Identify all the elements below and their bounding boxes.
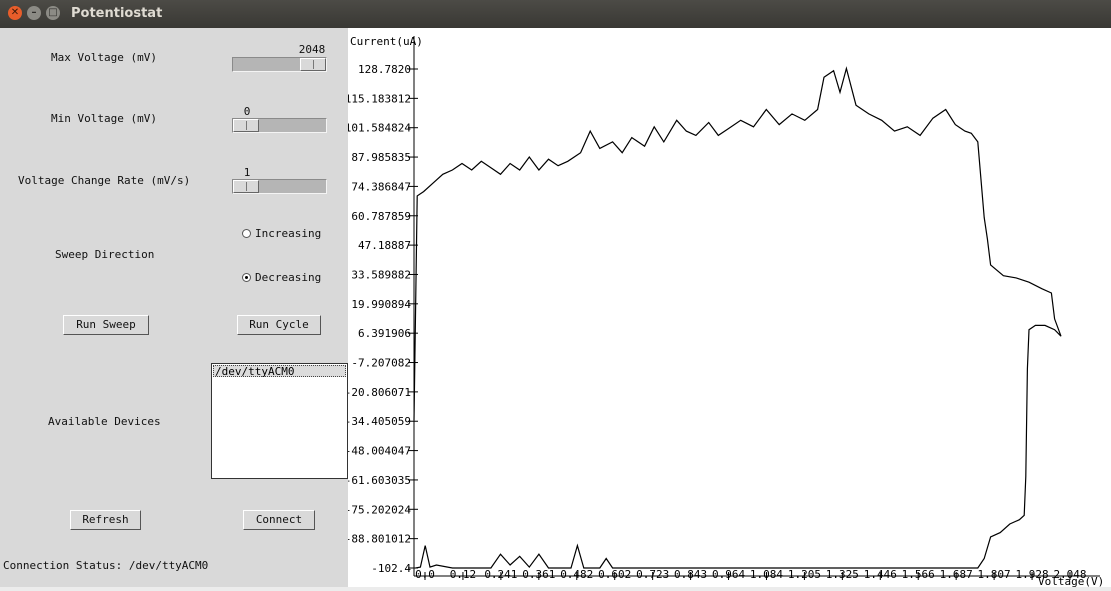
x-tick-label: 0.241 — [484, 568, 517, 581]
rate-label: Voltage Change Rate (mV/s) — [18, 174, 191, 187]
x-tick-label: 2.048 — [1053, 568, 1086, 581]
refresh-button[interactable]: Refresh — [70, 510, 141, 530]
connection-status: Connection Status: /dev/ttyACM0 — [3, 559, 209, 572]
maximize-icon: □ — [48, 7, 58, 18]
radio-increasing-label[interactable]: Increasing — [255, 227, 322, 240]
y-tick-label: 115.183812 — [348, 92, 411, 105]
y-tick-label: 74.386847 — [351, 180, 411, 193]
x-tick-label: 0.602 — [598, 568, 631, 581]
x-tick-label: 0.843 — [674, 568, 707, 581]
max-voltage-value: 2048 — [298, 43, 326, 56]
minimize-icon: – — [31, 7, 37, 18]
y-tick-label: -48.004047 — [348, 445, 411, 458]
min-voltage-value: 0 — [243, 105, 251, 118]
title-bar: ✕ – □ Potentiostat — [0, 0, 1111, 28]
radio-decreasing[interactable] — [242, 273, 251, 282]
x-tick-label: 1.446 — [864, 568, 897, 581]
x-tick-label: 1.325 — [826, 568, 859, 581]
rate-slider[interactable] — [232, 179, 327, 194]
x-tick-label: 1.807 — [978, 568, 1011, 581]
y-tick-label: 60.787859 — [351, 210, 411, 223]
x-tick-label: 0.12 — [450, 568, 477, 581]
y-tick-label: 19.990894 — [351, 298, 411, 311]
y-tick-label: -61.603035 — [348, 474, 411, 487]
available-devices-label: Available Devices — [48, 415, 161, 428]
control-panel: Max Voltage (mV) 2048 Min Voltage (mV) 0… — [0, 28, 348, 587]
maximize-button[interactable]: □ — [46, 6, 60, 20]
x-tick-label: 0.482 — [560, 568, 593, 581]
devices-listbox[interactable]: /dev/ttyACM0 — [211, 363, 348, 479]
x-axis-label: Voltage(V) — [1038, 575, 1104, 587]
x-tick-label: 0.0 — [415, 568, 435, 581]
min-voltage-label: Min Voltage (mV) — [51, 112, 157, 125]
sweep-direction-label: Sweep Direction — [55, 248, 155, 261]
device-list-item[interactable]: /dev/ttyACM0 — [213, 365, 346, 378]
plot-canvas: Current(uA) Voltage(V) 128.7820 115.183812 1… — [345, 28, 1111, 588]
iv-chart: Current(uA) Voltage(V) 128.7820 115.183812 1… — [345, 35, 1104, 588]
y-tick-label: -34.405059 — [348, 415, 411, 428]
x-tick-label: 1.928 — [1015, 568, 1048, 581]
max-voltage-label: Max Voltage (mV) — [51, 51, 157, 64]
y-tick-label: -20.806071 — [348, 386, 411, 399]
radio-increasing[interactable] — [242, 229, 251, 238]
run-sweep-button[interactable]: Run Sweep — [63, 315, 149, 335]
y-tick-label: -88.801012 — [348, 533, 411, 546]
x-tick-label: 0.723 — [636, 568, 669, 581]
rate-slider-thumb[interactable] — [233, 180, 259, 193]
y-tick-label: -7.207082 — [351, 357, 411, 370]
y-axis-label: Current(uA) — [350, 35, 423, 48]
x-tick-label: 1.687 — [940, 568, 973, 581]
x-tick-label: 0.964 — [712, 568, 745, 581]
window-title: Potentiostat — [71, 6, 163, 21]
y-tick-label: 128.7820 — [358, 63, 411, 76]
close-button[interactable]: ✕ — [8, 6, 22, 20]
y-tick-label: 6.391906 — [358, 327, 411, 340]
close-icon: ✕ — [10, 7, 20, 18]
max-voltage-slider-thumb[interactable] — [300, 58, 326, 71]
x-tick-label: 1.084 — [750, 568, 783, 581]
y-tick-label: 47.18887 — [358, 239, 411, 252]
y-tick-label: 101.584824 — [348, 122, 411, 135]
minimize-button[interactable]: – — [27, 6, 41, 20]
y-tick-label: -102.4 — [371, 562, 411, 575]
series-line — [413, 66, 1062, 569]
run-cycle-button[interactable]: Run Cycle — [237, 315, 321, 335]
radio-decreasing-label[interactable]: Decreasing — [255, 271, 322, 284]
y-tick-label: 87.985835 — [351, 151, 411, 164]
rate-value: 1 — [243, 166, 251, 179]
x-tick-label: 0.361 — [522, 568, 555, 581]
x-tick-label: 1.566 — [902, 568, 935, 581]
min-voltage-slider-thumb[interactable] — [233, 119, 259, 132]
max-voltage-slider[interactable] — [232, 57, 327, 72]
x-tick-label: 1.205 — [788, 568, 821, 581]
y-tick-label: -75.202024 — [348, 503, 411, 516]
connect-button[interactable]: Connect — [243, 510, 315, 530]
y-tick-label: 33.589882 — [351, 268, 411, 281]
min-voltage-slider[interactable] — [232, 118, 327, 133]
